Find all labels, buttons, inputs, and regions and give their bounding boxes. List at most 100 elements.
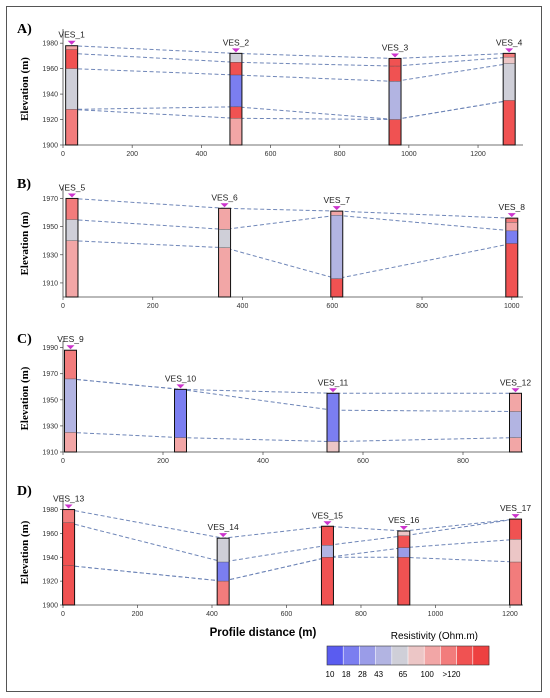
correlation-line — [68, 538, 516, 582]
log-layer — [218, 208, 231, 230]
y-tick-label: 1980 — [42, 41, 58, 48]
log-layer — [397, 535, 410, 548]
correlation-line — [70, 378, 516, 412]
legend-swatch — [359, 646, 376, 665]
legend-label: 10 — [326, 670, 335, 679]
x-tick-label: 200 — [147, 303, 159, 310]
log-layer — [389, 58, 402, 67]
log-layer — [505, 222, 518, 231]
legend-outline — [326, 645, 490, 666]
correlation-line — [71, 240, 512, 280]
y-tick-label: 1990 — [42, 345, 58, 352]
legend-swatch — [440, 646, 457, 665]
panel-letter: D) — [17, 484, 32, 499]
log-layer — [389, 81, 402, 120]
log-outline — [502, 52, 516, 146]
station-marker-icon — [64, 504, 73, 509]
station-label: VES_8 — [499, 202, 526, 212]
log-layer — [503, 57, 516, 64]
y-axis-label: Elevation (m) — [19, 57, 31, 121]
panel-a: A) Elevation (m) 1900 1920 1940 1960 1980 0 200 4… — [17, 22, 523, 158]
correlation-line — [68, 509, 516, 539]
log-layer — [64, 378, 77, 433]
station-label: VES_9 — [57, 334, 84, 344]
station-marker-icon — [505, 48, 514, 53]
log-layer — [62, 522, 75, 566]
station-label: VES_2 — [223, 37, 250, 47]
log-layer — [503, 53, 516, 58]
log-layer — [229, 75, 242, 107]
y-tick-label: 1930 — [42, 252, 58, 259]
station-label: VES_17 — [500, 503, 531, 513]
y-axis-label: Elevation (m) — [19, 211, 31, 275]
station-marker-icon — [332, 206, 341, 211]
y-tick-label: 1960 — [42, 531, 58, 538]
correlation-line — [71, 63, 510, 82]
legend-swatch — [375, 646, 393, 665]
x-tick-label: 1000 — [504, 303, 520, 310]
log-layer — [217, 538, 230, 563]
log-layer — [330, 278, 343, 297]
x-tick-label: 400 — [196, 151, 208, 158]
x-tick-label: 400 — [257, 458, 269, 465]
log-outline — [326, 392, 340, 453]
station-label: VES_3 — [382, 42, 409, 52]
log-outline — [229, 52, 243, 146]
log-layer — [64, 350, 77, 379]
panel-letter: B) — [17, 177, 31, 192]
log-layer — [321, 526, 334, 546]
station-marker-icon — [67, 193, 76, 198]
log-layer — [217, 562, 230, 582]
x-tick-label: 400 — [237, 303, 249, 310]
y-tick-label: 1910 — [42, 280, 58, 287]
x-tick-label: 600 — [265, 151, 277, 158]
log-outline — [388, 57, 402, 146]
legend-swatch — [327, 646, 344, 665]
log-layer — [174, 389, 187, 438]
legend-label: 100 — [421, 670, 435, 679]
y-tick-label: 1940 — [42, 555, 58, 562]
log-layer — [509, 393, 522, 412]
log-outline — [65, 45, 79, 146]
log-layer — [505, 230, 518, 244]
log-layer — [389, 119, 402, 145]
x-tick-label: 0 — [61, 458, 65, 465]
log-layer — [65, 49, 78, 69]
x-tick-label: 0 — [61, 151, 65, 158]
y-tick-label: 1950 — [42, 224, 58, 231]
x-tick-label: 600 — [281, 611, 293, 618]
x-tick-label: 600 — [326, 303, 338, 310]
log-outline — [509, 392, 522, 453]
y-tick-label: 1970 — [42, 371, 58, 378]
correlation-line — [68, 556, 516, 582]
y-tick-label: 1910 — [42, 450, 58, 457]
log-layer — [330, 215, 343, 279]
log-layer — [218, 229, 231, 248]
log-outline — [174, 388, 187, 453]
station-label: VES_1 — [58, 30, 85, 40]
station-marker-icon — [511, 388, 520, 393]
correlation-line — [70, 431, 516, 443]
log-layer — [509, 437, 522, 452]
correlation-line — [71, 45, 510, 60]
x-tick-label: 600 — [357, 458, 369, 465]
station-label: VES_4 — [496, 37, 523, 47]
figure-frame — [6, 6, 542, 692]
y-axis-label: Elevation (m) — [19, 520, 31, 584]
x-tick-label: 0 — [61, 611, 65, 618]
x-tick-label: 800 — [416, 303, 428, 310]
log-layer — [505, 243, 518, 297]
log-layer — [509, 562, 522, 605]
log-layer — [509, 519, 522, 540]
log-layer — [65, 109, 78, 145]
log-layer — [229, 118, 242, 145]
log-layer — [503, 100, 516, 145]
log-outline — [397, 530, 411, 606]
log-outline — [320, 525, 334, 606]
log-layer — [62, 509, 75, 523]
x-axis-title: Profile distance (m) — [210, 627, 317, 639]
log-layer — [229, 62, 242, 75]
log-layer — [229, 106, 242, 119]
log-outline — [218, 207, 232, 298]
log-outline — [65, 197, 79, 298]
